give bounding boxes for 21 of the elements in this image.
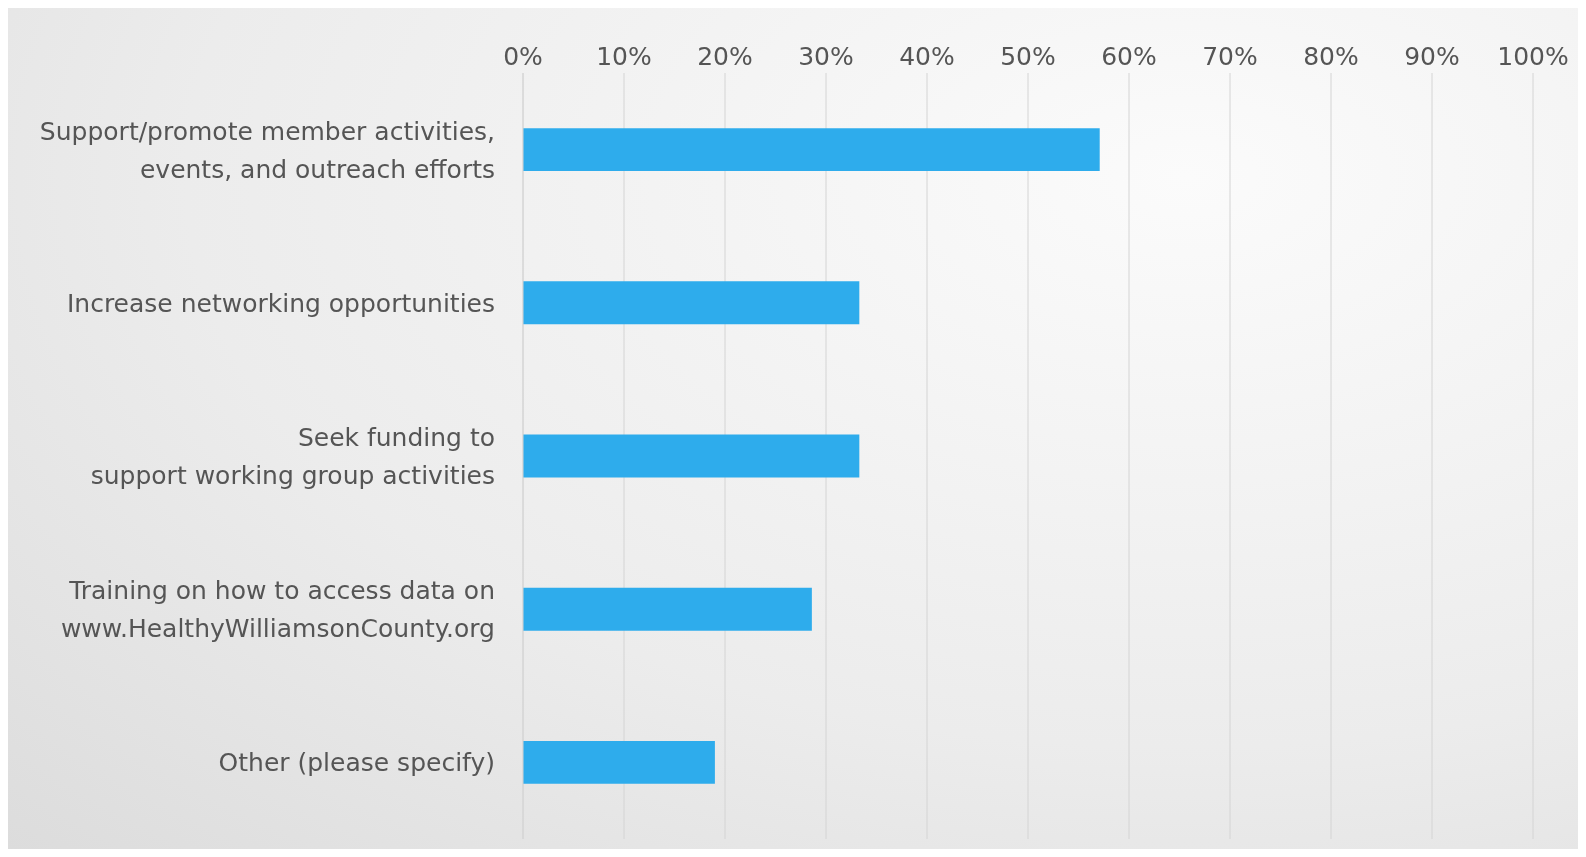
x-tick-label: 30% [798,42,854,71]
y-tick-label: Support/promote member activities, events, and outreach efforts [39,116,495,184]
bar [523,740,715,784]
x-tick-label: 90% [1404,42,1460,71]
x-tick-label: 10% [596,42,652,71]
x-tick-label: 80% [1303,42,1359,71]
x-tick-label: 100% [1497,42,1569,71]
x-tick-label: 0% [503,42,543,71]
bar [523,434,860,478]
x-tick-label: 50% [1000,42,1056,71]
x-tick-label: 20% [697,42,753,71]
bar [523,128,1100,172]
x-tick-label: 60% [1101,42,1157,71]
y-tick-label: Seek funding to support working group activities [90,422,495,490]
y-tick-label: Increase networking opportunities [66,288,495,318]
bar [523,587,812,631]
bar [523,281,860,325]
x-tick-label: 40% [899,42,955,71]
y-tick-label: Other (please specify) [218,747,495,777]
x-tick-label: 70% [1202,42,1258,71]
y-tick-label: Training on how to access data on www.HealthyWilliamsonCounty.org [60,575,495,643]
